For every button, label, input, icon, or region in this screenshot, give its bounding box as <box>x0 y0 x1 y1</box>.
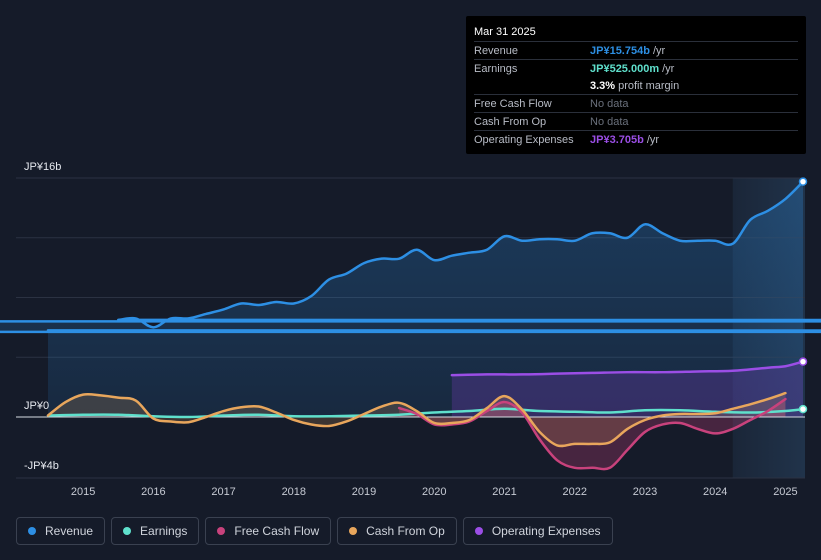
legend-opex-dot-icon <box>475 527 483 535</box>
x-tick-label: 2018 <box>282 486 306 498</box>
tooltip: Mar 31 2025 Revenue JP¥15.754b /yr Earni… <box>466 16 806 154</box>
tooltip-earnings-unit: /yr <box>662 63 674 75</box>
legend-cfo-dot-icon <box>349 527 357 535</box>
tooltip-date: Mar 31 2025 <box>474 23 798 41</box>
x-tick-label: 2022 <box>563 486 587 498</box>
tooltip-row-earnings: Earnings JP¥525.000m /yr <box>474 59 798 77</box>
tooltip-revenue-value: JP¥15.754b <box>590 45 650 57</box>
x-tick-label: 2021 <box>492 486 516 498</box>
marker-earnings <box>800 406 807 413</box>
tooltip-row-cfo: Cash From Op No data <box>474 112 798 130</box>
y-tick-label: JP¥0 <box>24 400 49 412</box>
legend-opex-label: Operating Expenses <box>492 524 601 538</box>
tooltip-earnings-value: JP¥525.000m <box>590 63 659 75</box>
x-tick-label: 2025 <box>773 486 797 498</box>
tooltip-margin-text: profit margin <box>618 80 679 92</box>
legend-fcf-dot-icon <box>217 527 225 535</box>
tooltip-row-opex: Operating Expenses JP¥3.705b /yr <box>474 130 798 148</box>
tooltip-margin-value: 3.3% <box>590 80 615 92</box>
legend-earnings[interactable]: Earnings <box>111 517 199 545</box>
legend-earnings-label: Earnings <box>140 524 187 538</box>
tooltip-fcf-value: No data <box>590 98 629 110</box>
x-tick-label: 2015 <box>71 486 95 498</box>
x-tick-label: 2017 <box>211 486 235 498</box>
x-tick-label: 2016 <box>141 486 165 498</box>
tooltip-row-revenue: Revenue JP¥15.754b /yr <box>474 41 798 59</box>
x-tick-label: 2023 <box>633 486 657 498</box>
tooltip-earnings-label: Earnings <box>474 63 590 75</box>
legend-cfo-label: Cash From Op <box>366 524 445 538</box>
legend-fcf-label: Free Cash Flow <box>234 524 319 538</box>
legend-revenue-label: Revenue <box>45 524 93 538</box>
marker-revenue <box>800 178 807 185</box>
tooltip-cfo-label: Cash From Op <box>474 116 590 128</box>
x-tick-label: 2024 <box>703 486 727 498</box>
legend-cfo[interactable]: Cash From Op <box>337 517 457 545</box>
x-tick-label: 2020 <box>422 486 446 498</box>
legend: Revenue Earnings Free Cash Flow Cash Fro… <box>16 517 613 545</box>
tooltip-opex-unit: /yr <box>647 134 659 146</box>
x-tick-label: 2019 <box>352 486 376 498</box>
tooltip-revenue-unit: /yr <box>653 45 665 57</box>
tooltip-opex-value: JP¥3.705b <box>590 134 644 146</box>
legend-fcf[interactable]: Free Cash Flow <box>205 517 331 545</box>
y-tick-label: -JP¥4b <box>24 460 59 472</box>
legend-revenue[interactable]: Revenue <box>16 517 105 545</box>
tooltip-fcf-label: Free Cash Flow <box>474 98 590 110</box>
y-tick-label: JP¥16b <box>24 161 61 173</box>
tooltip-row-fcf: Free Cash Flow No data <box>474 94 798 112</box>
tooltip-row-margin: 3.3% profit margin <box>474 77 798 94</box>
tooltip-opex-label: Operating Expenses <box>474 134 590 146</box>
legend-revenue-dot-icon <box>28 527 36 535</box>
tooltip-cfo-value: No data <box>590 116 629 128</box>
tooltip-revenue-label: Revenue <box>474 45 590 57</box>
legend-earnings-dot-icon <box>123 527 131 535</box>
legend-opex[interactable]: Operating Expenses <box>463 517 613 545</box>
marker-opex <box>800 358 807 365</box>
